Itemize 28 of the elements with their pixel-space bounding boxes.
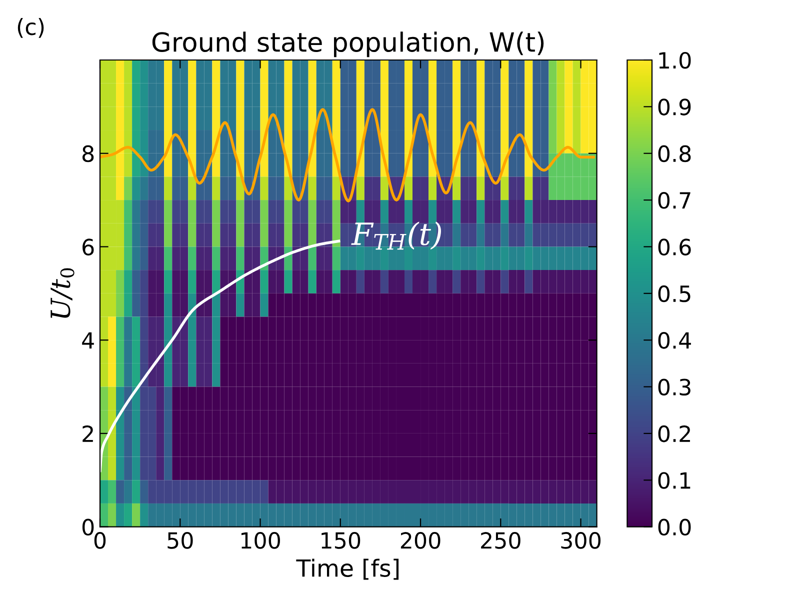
chart-title: Ground state population, W(t) [152, 32, 544, 58]
color-bar-label: 0.6 [658, 238, 691, 256]
y-tick-label: 0 [82, 518, 94, 536]
x-tick-label: 100 [241, 532, 280, 549]
text: (c) [18, 18, 44, 38]
y-tick-label: 8 [82, 145, 94, 162]
color-bar-label: 0.7 [658, 192, 690, 209]
y-tick-label: 4 [82, 332, 94, 349]
color-bar-label: 0.2 [658, 425, 690, 442]
color-bar-label: 0.9 [658, 98, 691, 116]
x-tick-label: 300 [561, 532, 601, 549]
series-label: F$_{TH}$(t) [351, 222, 441, 250]
y-tick-label: 6 [82, 238, 94, 256]
y-tick-label: 2 [82, 425, 93, 442]
x-tick-label: 150 [322, 532, 360, 549]
color-bar-label: 1.0 [659, 52, 691, 69]
color-bar-label: 0.3 [658, 378, 690, 396]
color-bar-label: 0.5 [658, 285, 690, 302]
x-tick-label: 50 [168, 532, 193, 549]
x-tick-label: 250 [481, 532, 520, 549]
color-bar-label: 0.4 [658, 332, 691, 349]
x-tick-label: 200 [400, 532, 440, 549]
color-bar-label: 0.1 [658, 472, 690, 489]
y-axis-title: U/t$_{0}$ [50, 268, 74, 318]
color-bar-label: 0.8 [658, 145, 691, 162]
x-axis-title: Time [fs] [296, 558, 399, 580]
color-bar-label: 0.0 [658, 518, 691, 536]
x-tick-label: 0 [94, 532, 106, 549]
